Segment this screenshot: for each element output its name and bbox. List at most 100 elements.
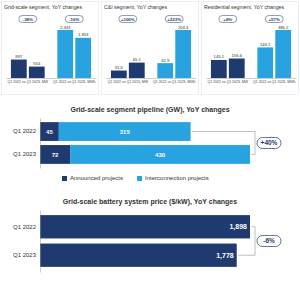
- tick: Q1 2023: [13, 151, 40, 157]
- data-label: 45: [46, 129, 53, 135]
- chart-panel: Residential segment, YoY changes145.1246…: [202, 2, 299, 95]
- tick-label: Q1 2022 vs Q1 2023, MW: [108, 80, 149, 84]
- chart-panel: C&I segment, YoY changes31.662.965.1203.…: [102, 2, 199, 95]
- annotation-box: [257, 138, 281, 149]
- tick: Q1 2022: [13, 224, 40, 230]
- tick-label: Q1 2022 vs Q1 2023, MW: [8, 80, 49, 84]
- bar: [11, 60, 27, 78]
- x-axis: Q1 2022 vs Q1 2023, MW Q1 2022 vs Q1 2023…: [107, 78, 197, 84]
- annotations: -38% -16%: [19, 16, 83, 23]
- legend: Announced projectsInterconnection projec…: [62, 175, 209, 181]
- bar: [40, 122, 59, 141]
- annotations: +106%+223%: [119, 16, 183, 23]
- tick-label: Q1 2022 vs Q1 2023, MWh: [53, 80, 95, 84]
- panel-frame: [102, 2, 199, 95]
- x-axis: Q1 2022 vs Q1 2023, MW Q1 2022 vs Q1 2023…: [7, 78, 97, 84]
- bracket: [252, 226, 256, 227]
- annotations: +40%: [192, 132, 281, 155]
- data-label: 72: [52, 152, 59, 158]
- tick: Q1 2023: [13, 252, 40, 258]
- annotation-box: [19, 16, 37, 23]
- bar: [70, 145, 250, 164]
- bracket: [238, 255, 255, 256]
- panel-frame: [202, 2, 299, 95]
- tick: Q1 2022 vs Q1 2023, MWh: [53, 78, 95, 84]
- data-labels: 1,8981,778: [216, 223, 247, 259]
- bar: [40, 145, 70, 164]
- bracket: [255, 132, 256, 155]
- annotations: +8% +57%: [219, 16, 283, 23]
- bar: [157, 63, 173, 78]
- tick-label: Q1 2022: [13, 224, 37, 230]
- legend-swatch: [137, 176, 142, 181]
- tick-label: Q1 2022: [13, 128, 37, 134]
- tick: Q1 2022 vs Q1 2023, MWh: [253, 78, 295, 84]
- annotation: +40%: [261, 139, 278, 146]
- tick-label: Q1 2023: [13, 151, 37, 157]
- annotation-box: [257, 236, 281, 247]
- legend-label: Announced projects: [70, 175, 123, 181]
- tick: Q1 2022 vs Q1 2023, MW: [208, 78, 249, 84]
- axis-line: [107, 78, 197, 79]
- bars: [211, 30, 291, 78]
- data-labels: 31.6 62.9 65.1 203.3: [115, 25, 189, 71]
- bars: [11, 30, 91, 78]
- data-label: 315: [120, 129, 131, 135]
- panel-frame: [2, 2, 99, 95]
- bracket: [192, 131, 255, 132]
- data-labels: 8972,3335541,953: [15, 25, 89, 67]
- y-axis: Q1 2022 Q1 2023: [13, 211, 41, 273]
- axis-line: [40, 211, 41, 273]
- figure: Grid-scale segment, YoY changes 8972,3335…: [0, 0, 300, 300]
- chart-panel: Grid-scale segment pipeline (GW), YoY ch…: [13, 106, 281, 181]
- tick-label: Q1 2022 vs Q1 2023, MW: [208, 80, 249, 84]
- annotation: -16%: [69, 17, 79, 22]
- tick: Q1 2022 vs Q1 2023, MWh: [153, 78, 195, 84]
- bar: [211, 60, 227, 78]
- data-label: 1,953: [78, 32, 89, 37]
- data-label: 1,898: [229, 223, 247, 231]
- data-label: 31.6: [115, 65, 124, 70]
- data-label: 65.1: [133, 57, 142, 62]
- tick-label: Q1 2022 vs Q1 2023, MWh: [253, 80, 295, 84]
- axis-line: [40, 119, 41, 169]
- axis-line: [7, 78, 97, 79]
- bars: [111, 30, 191, 78]
- annotation: +223%: [167, 17, 181, 22]
- tick: Q1 2022: [13, 128, 40, 134]
- data-label: 62.9: [161, 58, 170, 63]
- bar: [111, 71, 127, 78]
- tick-label: Q1 2022 vs Q1 2023, MWh: [153, 80, 195, 84]
- data-label: 430: [155, 152, 166, 158]
- bar: [59, 122, 191, 141]
- annotation: -6%: [263, 237, 275, 244]
- chart-title: Residential segment, YoY changes: [204, 4, 284, 10]
- chart-title: Grid-scale battery system price ($/kW), …: [63, 198, 237, 206]
- bar: [257, 47, 273, 78]
- y-axis: Q1 2022 Q1 2023: [13, 119, 41, 169]
- annotation-box: [65, 16, 83, 23]
- annotations: -6%: [238, 227, 281, 255]
- bar: [229, 59, 245, 78]
- bars: [40, 122, 250, 164]
- x-axis: Q1 2022 vs Q1 2023, MW Q1 2022 vs Q1 2023…: [207, 78, 297, 84]
- bar: [40, 244, 237, 267]
- bars: [40, 215, 250, 267]
- bar: [57, 30, 73, 78]
- tick: Q1 2022 vs Q1 2023, MW: [8, 78, 49, 84]
- annotation: +8%: [223, 17, 232, 22]
- chart-title: Grid-scale segment, YoY changes: [4, 4, 82, 10]
- data-label: 203.3: [178, 25, 189, 30]
- annotation-box: [165, 16, 183, 23]
- data-label: 156.6: [232, 53, 243, 58]
- data-labels: 45 72 315 430: [46, 129, 166, 158]
- data-label: 386.2: [278, 25, 289, 30]
- annotation: +57%: [269, 17, 280, 22]
- annotation: -38%: [23, 17, 33, 22]
- bar: [75, 38, 91, 78]
- bar: [275, 30, 291, 78]
- annotation-box: [265, 16, 283, 23]
- bracket: [252, 154, 256, 155]
- chart-panel: Grid-scale segment, YoY changes 8972,3335…: [2, 2, 99, 95]
- data-label: 246.1: [260, 42, 271, 47]
